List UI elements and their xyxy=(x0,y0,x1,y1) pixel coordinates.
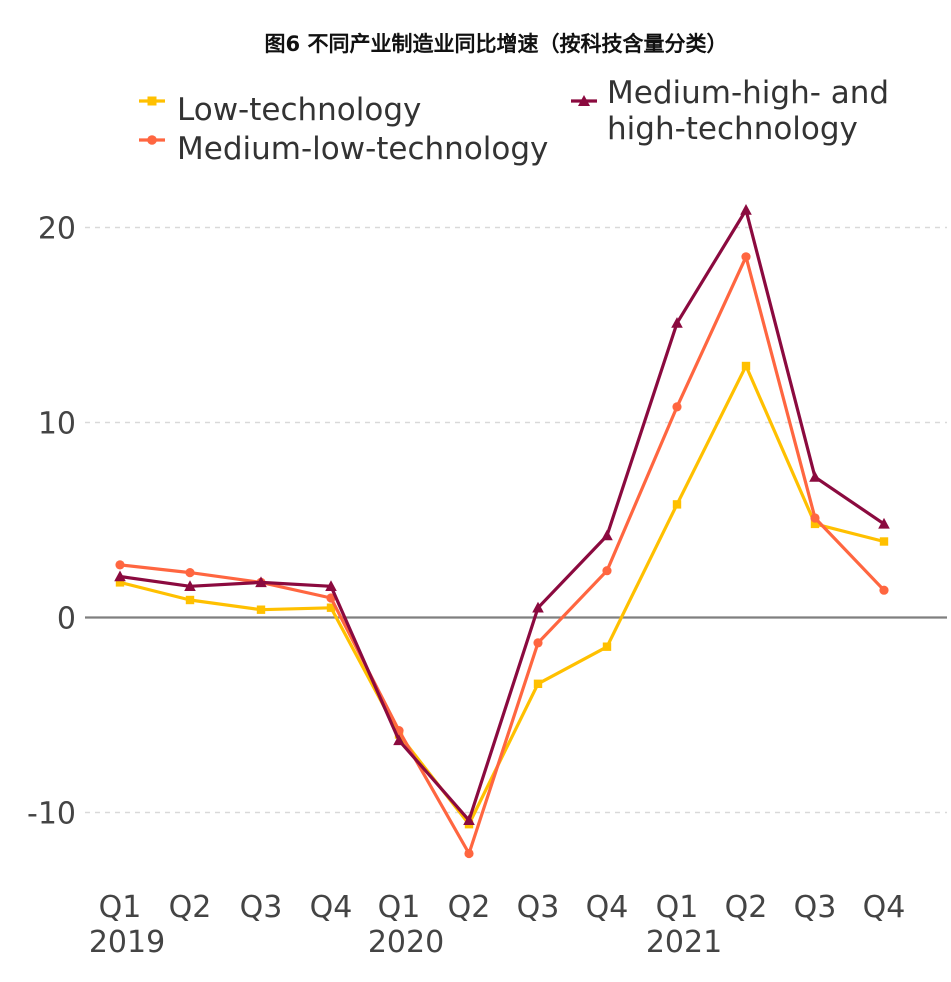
point-medium-high-and-high-technology-7 xyxy=(532,601,544,613)
x-tick-label-10: Q2 xyxy=(725,890,768,925)
point-low-technology-9 xyxy=(672,500,682,509)
point-low-technology-4 xyxy=(326,603,336,612)
x-tick-label-2: Q2 xyxy=(169,890,212,925)
point-medium-low-technology-10 xyxy=(741,252,751,262)
point-medium-high-and-high-technology-2 xyxy=(184,580,196,591)
point-medium-high-and-high-technology-4 xyxy=(325,580,337,591)
point-medium-high-and-high-technology-9 xyxy=(671,317,683,328)
x-year-label-2020: 2020 xyxy=(368,925,444,960)
legend-marker-medium-low-technology xyxy=(147,135,157,145)
point-medium-low-technology-1 xyxy=(115,560,125,570)
legend-label-medium-high-technology-line-2: high-technology xyxy=(607,111,858,147)
series-layer xyxy=(114,204,890,859)
x-tick-label-6: Q2 xyxy=(448,890,491,925)
legend: Low-technology Medium-low-technology Med… xyxy=(139,75,889,167)
y-axis-labels: 20 10 0 -10 xyxy=(27,212,76,832)
x-tick-label-11: Q3 xyxy=(794,890,837,925)
point-medium-high-and-high-technology-10 xyxy=(740,204,752,215)
point-medium-high-and-high-technology-11 xyxy=(809,471,821,482)
point-medium-high-and-high-technology-3 xyxy=(255,576,267,588)
x-axis-labels: Q1 Q2 Q3 Q4 Q1 Q2 Q3 Q4 Q1 Q2 Q3 Q4 2019 2020 2021 xyxy=(89,890,906,960)
x-tick-label-7: Q3 xyxy=(517,890,560,925)
point-medium-low-technology-8 xyxy=(602,566,612,576)
point-medium-high-and-high-technology-8 xyxy=(601,529,613,541)
point-low-technology-12 xyxy=(879,537,889,546)
x-tick-label-4: Q4 xyxy=(310,890,353,925)
legend-label-low-technology: Low-technology xyxy=(177,92,421,128)
point-medium-high-and-high-technology-5 xyxy=(393,734,405,746)
point-low-technology-10 xyxy=(741,361,751,371)
point-medium-low-technology-2 xyxy=(185,568,195,578)
x-tick-label-5: Q1 xyxy=(378,890,421,925)
series-line-low-technology xyxy=(118,364,886,826)
point-low-technology-3 xyxy=(256,605,266,614)
point-low-technology-7 xyxy=(533,679,543,688)
legend-label-medium-low-technology: Medium-low-technology xyxy=(177,131,548,167)
x-tick-label-8: Q4 xyxy=(586,890,629,925)
legend-marker-low-technology xyxy=(147,96,157,106)
x-year-label-2019: 2019 xyxy=(89,925,165,960)
legend-item-medium-low-technology: Medium-low-technology xyxy=(139,131,548,167)
point-medium-high-and-high-technology-6 xyxy=(463,814,475,825)
y-tick-label-20: 20 xyxy=(38,212,76,247)
point-medium-low-technology-11 xyxy=(810,513,820,523)
point-low-technology-1 xyxy=(115,578,125,587)
chart-title: 图6 不同产业制造业同比增速（按科技含量分类） xyxy=(265,32,728,56)
y-tick-label-0: 0 xyxy=(57,602,76,637)
point-medium-high-and-high-technology-1 xyxy=(114,570,126,582)
grid-layer xyxy=(85,226,947,814)
x-tick-label-9: Q1 xyxy=(656,890,699,925)
point-low-technology-11 xyxy=(810,519,820,529)
point-medium-low-technology-4 xyxy=(326,593,336,603)
x-tick-label-12: Q4 xyxy=(863,890,906,925)
legend-item-medium-high-technology: Medium-high- and high-technology xyxy=(571,75,889,147)
point-medium-low-technology-12 xyxy=(879,585,889,595)
point-medium-low-technology-7 xyxy=(533,638,543,648)
series-line-medium-low-technology xyxy=(118,255,886,856)
x-tick-label-1: Q1 xyxy=(99,890,142,925)
legend-marker-medium-high-technology xyxy=(578,95,590,106)
point-medium-low-technology-9 xyxy=(672,402,682,412)
point-medium-low-technology-6 xyxy=(464,848,474,859)
series-line-medium-high-and-high-technology xyxy=(118,208,886,822)
x-year-label-2021: 2021 xyxy=(646,925,722,960)
x-tick-label-3: Q3 xyxy=(240,890,283,925)
point-low-technology-2 xyxy=(185,595,195,605)
point-medium-high-and-high-technology-12 xyxy=(878,517,890,529)
legend-label-medium-high-technology-line-1: Medium-high- and xyxy=(607,75,889,111)
point-low-technology-8 xyxy=(602,642,612,651)
y-tick-label-minus-10: -10 xyxy=(27,797,76,832)
y-tick-label-10: 10 xyxy=(38,407,76,442)
legend-item-low-technology: Low-technology xyxy=(139,92,421,128)
